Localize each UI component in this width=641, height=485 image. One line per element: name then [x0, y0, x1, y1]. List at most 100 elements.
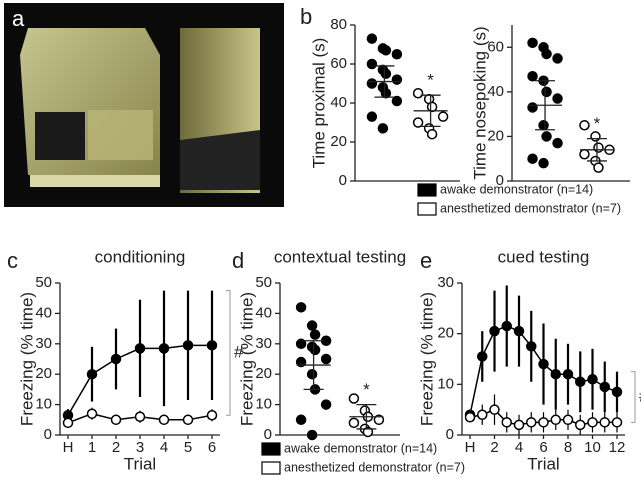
- panel-label: d: [232, 248, 244, 273]
- data-point: [538, 358, 549, 370]
- data-point: [366, 111, 378, 122]
- data-point: [182, 340, 194, 351]
- x-tick-label: 12: [609, 439, 626, 456]
- data-point: [373, 414, 385, 426]
- chart-title: cued testing: [498, 247, 590, 266]
- data-point: [562, 368, 574, 380]
- x-tick-label: 6: [208, 439, 216, 456]
- data-point: [206, 409, 218, 421]
- data-point: [134, 343, 146, 354]
- legend-label: awake demonstrator (n=14): [440, 182, 593, 196]
- data-point: [575, 376, 586, 388]
- data-point: [541, 86, 552, 98]
- data-point: [593, 162, 604, 173]
- y-tick-label: 0: [44, 426, 52, 443]
- data-point: [552, 53, 563, 64]
- data-point: [526, 417, 537, 428]
- data-point: [110, 353, 122, 365]
- data-point: [541, 131, 552, 142]
- data-point: [320, 399, 332, 410]
- data-point: [611, 417, 623, 428]
- x-tick-label: H: [63, 439, 74, 456]
- annotation: #: [234, 342, 244, 361]
- y-tick-label: 10: [437, 375, 454, 392]
- y-tick-label: 10: [255, 396, 272, 413]
- data-point: [158, 343, 170, 354]
- data-point: [306, 429, 318, 441]
- annotation: #: [639, 386, 641, 405]
- data-point: [501, 417, 512, 428]
- data-point: [412, 117, 424, 128]
- data-point: [86, 408, 98, 419]
- data-point: [550, 414, 561, 426]
- legend-label: awake demonstrator (n=14): [284, 441, 437, 455]
- data-point: [306, 368, 318, 380]
- data-point: [552, 137, 563, 149]
- y-tick-label: 0: [496, 172, 504, 189]
- annotation: *: [594, 114, 601, 133]
- legend-swatch: [417, 183, 437, 197]
- y-tick-label: 30: [255, 335, 272, 352]
- y-tick-label: 20: [437, 325, 454, 342]
- photo: [4, 3, 284, 207]
- data-point: [513, 325, 525, 337]
- data-point: [526, 341, 537, 352]
- y-tick-label: 0: [446, 426, 454, 443]
- x-tick-label: 1: [88, 439, 96, 456]
- legend-label: anesthetized demonstrator (n=7): [440, 201, 621, 215]
- y-axis-label: Freezing (% time): [417, 292, 436, 426]
- legend-swatch: [261, 442, 281, 456]
- chart-title: conditioning: [95, 247, 186, 266]
- y-tick-label: 0: [339, 172, 347, 189]
- y-axis-label: Time nosepoking (s): [470, 26, 489, 179]
- legend-swatch: [261, 461, 281, 475]
- data-point: [593, 142, 604, 153]
- y-axis-label: Freezing (% time): [17, 292, 36, 426]
- y-tick-label: 50: [35, 274, 52, 291]
- data-point: [587, 417, 598, 428]
- y-tick-label: 30: [35, 335, 52, 352]
- data-point: [110, 414, 122, 426]
- y-tick-label: 60: [487, 38, 504, 55]
- data-point: [599, 417, 610, 428]
- panel-label: b: [300, 4, 312, 29]
- data-point: [527, 153, 538, 164]
- data-point: [552, 93, 563, 104]
- data-point: [527, 37, 538, 49]
- data-point: [206, 340, 218, 351]
- data-point: [541, 48, 552, 60]
- x-tick-label: 5: [184, 439, 192, 456]
- data-point: [489, 325, 500, 337]
- data-point: [366, 58, 378, 70]
- x-tick-label: 10: [584, 439, 601, 456]
- data-point: [309, 329, 321, 340]
- data-point: [550, 368, 561, 380]
- data-point: [412, 88, 424, 99]
- data-point: [391, 95, 403, 107]
- y-axis-label: Time proximal (s): [309, 38, 328, 169]
- y-tick-label: 60: [330, 55, 347, 72]
- bracket: [631, 371, 636, 423]
- y-tick-label: 0: [264, 426, 272, 443]
- data-point: [538, 157, 549, 169]
- data-point: [306, 320, 318, 331]
- data-point: [477, 351, 488, 362]
- panel-label: c: [7, 248, 18, 273]
- annotation: *: [427, 71, 434, 90]
- panel-label: e: [420, 248, 432, 273]
- y-tick-label: 40: [487, 83, 504, 100]
- x-tick-label: 2: [490, 439, 498, 456]
- x-tick-label: H: [465, 439, 476, 456]
- data-point: [377, 123, 389, 134]
- y-tick-label: 20: [35, 365, 52, 382]
- y-tick-label: 80: [330, 16, 347, 33]
- y-tick-label: 40: [35, 304, 52, 321]
- data-point: [590, 131, 601, 142]
- data-point: [579, 120, 590, 131]
- data-point: [380, 45, 392, 56]
- data-point: [295, 338, 307, 350]
- legend-label: anesthetized demonstrator (n=7): [284, 460, 465, 474]
- data-point: [182, 414, 194, 426]
- data-point: [295, 414, 307, 426]
- data-point: [599, 381, 610, 393]
